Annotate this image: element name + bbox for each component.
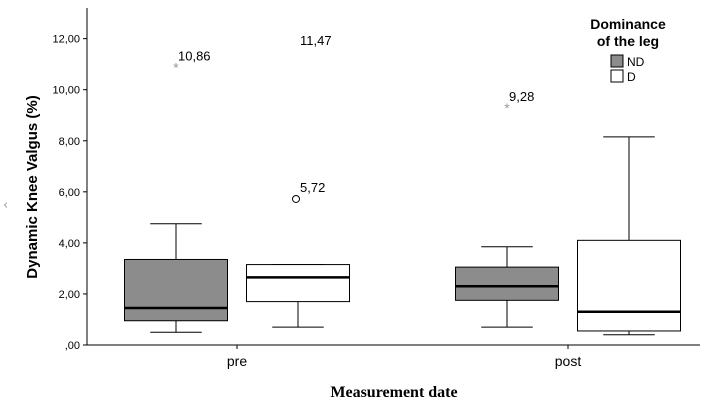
- y-tick-label: ,00: [65, 340, 80, 352]
- chevron-left-icon[interactable]: ‹: [3, 198, 9, 213]
- y-tick-label: 4,00: [59, 238, 80, 250]
- legend-swatch-nd: [610, 54, 624, 68]
- legend-title-line2: of the leg: [597, 33, 659, 49]
- outlier-star-marker: *: [173, 60, 179, 76]
- outlier-label: 5,72: [300, 180, 325, 195]
- legend-title-line1: Dominance: [590, 16, 666, 32]
- outlier-10,86: *10,86: [173, 49, 210, 76]
- legend-label-d: D: [627, 70, 636, 84]
- iqr-box: [577, 239, 681, 332]
- iqr-box: [246, 264, 350, 303]
- box-nd-pre: [124, 223, 228, 333]
- outlier-9,28: *9,28: [504, 89, 534, 116]
- y-axis-ticks: ,00 2,00 4,00 6,00 8,00 10,00 12,00: [52, 34, 87, 352]
- y-tick-label: 10,00: [52, 85, 80, 97]
- outlier-11,47: 11,47: [300, 33, 332, 48]
- legend-label-nd: ND: [627, 55, 645, 69]
- outlier-5,72: 5,72: [292, 180, 325, 203]
- iqr-box: [455, 266, 559, 301]
- y-tick-label: 8,00: [59, 136, 80, 148]
- box-plots: [124, 136, 681, 336]
- y-tick-label: 12,00: [52, 34, 80, 46]
- box-d-post: [577, 136, 681, 336]
- iqr-box: [124, 258, 228, 322]
- axes: [86, 8, 700, 346]
- outlier-label: 10,86: [178, 49, 211, 64]
- y-axis-label: Dynamic Knee Valgus (%): [24, 95, 41, 278]
- legend: Dominance of the leg ND D: [590, 16, 666, 84]
- legend-swatch-d: [610, 69, 624, 83]
- x-tick-label-post: post: [555, 353, 582, 369]
- y-tick-label: 2,00: [59, 289, 80, 301]
- x-axis-ticks: pre post: [227, 345, 581, 369]
- box-d-pre: [246, 264, 350, 328]
- outlier-label: 11,47: [300, 33, 332, 48]
- y-tick-label: 6,00: [59, 187, 80, 199]
- x-tick-label-pre: pre: [227, 353, 247, 369]
- box-nd-post: [455, 246, 559, 328]
- x-axis-label: Measurement date: [330, 384, 457, 401]
- outlier-label: 9,28: [509, 89, 534, 104]
- outlier-circle-marker: [292, 194, 300, 203]
- outlier-star-marker: *: [504, 100, 510, 116]
